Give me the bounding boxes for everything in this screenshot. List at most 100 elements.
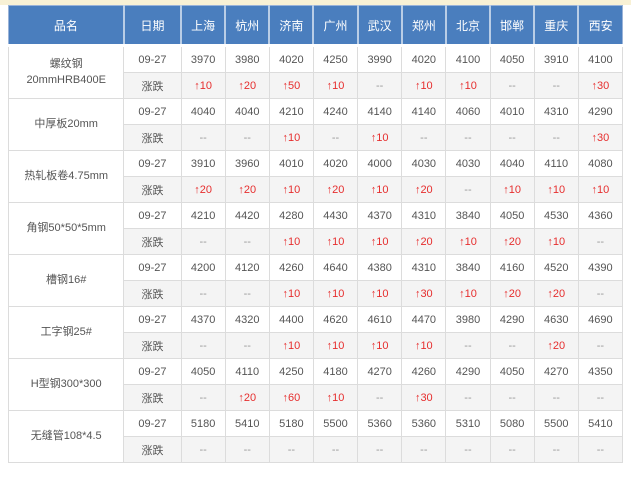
change-dash-value: --: [508, 391, 516, 404]
price-cell: 4030: [445, 150, 491, 177]
change-label-cell: 涨跌: [123, 228, 182, 255]
change-cell: --: [268, 436, 314, 463]
change-label-cell: 涨跌: [123, 72, 182, 99]
change-cell: --: [577, 384, 624, 411]
change-up-value: ↑10: [282, 287, 301, 300]
change-up-value: ↑20: [414, 183, 433, 196]
change-dash-value: --: [508, 339, 516, 352]
change-dash-value: --: [199, 287, 207, 300]
price-cell: 4040: [224, 98, 270, 125]
change-cell: --: [312, 436, 359, 463]
price-cell: 4040: [489, 150, 535, 177]
price-cell: 4310: [401, 254, 447, 281]
change-dash-value: --: [243, 235, 251, 248]
change-cell: --: [401, 436, 447, 463]
change-cell: ↑60: [268, 384, 314, 411]
price-cell: 4310: [533, 98, 579, 125]
change-dash-value: --: [508, 79, 516, 92]
change-up-value: ↑20: [547, 339, 566, 352]
price-cell: 4020: [268, 45, 314, 73]
change-cell: --: [445, 436, 491, 463]
change-cell: ↑10: [268, 176, 314, 203]
change-cell: --: [445, 176, 491, 203]
change-cell: ↑10: [445, 280, 491, 307]
price-cell: 4260: [401, 358, 447, 385]
price-cell: 4140: [401, 98, 447, 125]
change-cell: ↑20: [312, 176, 359, 203]
change-cell: --: [401, 124, 447, 151]
price-row: 无缝管108*4.5 09-27 5180 5410 5180 5500 5360 5360 5…: [7, 410, 624, 463]
price-cell: 4310: [401, 202, 447, 229]
change-up-value: ↑10: [370, 287, 389, 300]
change-cell: ↑10: [401, 72, 447, 99]
change-cell: --: [357, 72, 403, 99]
price-cell: 4420: [224, 202, 270, 229]
change-dash-value: --: [199, 443, 207, 456]
price-cell: 4520: [533, 254, 579, 281]
price-cell: 4320: [224, 306, 270, 333]
change-up-value: ↑10: [282, 183, 301, 196]
change-cell: ↑10: [312, 228, 359, 255]
price-cell: 4470: [401, 306, 447, 333]
change-cell: ↑10: [357, 280, 403, 307]
change-cell: --: [577, 228, 624, 255]
price-cell: 4050: [180, 358, 226, 385]
change-cell: ↑10: [180, 72, 226, 99]
change-up-value: ↑30: [414, 391, 433, 404]
price-cell: 4050: [489, 358, 535, 385]
change-cell: --: [489, 384, 535, 411]
price-cell: 4240: [312, 98, 359, 125]
price-cell: 4020: [401, 45, 447, 73]
product-name-cell: 无缝管108*4.5: [7, 410, 125, 463]
price-row: 中厚板20mm 09-27 4040 4040 4210 4240 4140 4140 4060…: [7, 98, 624, 151]
column-header-11: 西安: [577, 5, 624, 47]
column-header-9: 邯郸: [489, 5, 536, 47]
change-cell: --: [489, 72, 535, 99]
price-cell: 4360: [577, 202, 624, 229]
steel-price-table: 品名 日期 上海 杭州 济南 广州 武汉 郑州 北京 邯郸 重庆 西安 螺纹钢 20mmHRB400E 0…: [7, 5, 624, 463]
change-up-value: ↑10: [326, 339, 345, 352]
price-cell: 4040: [180, 98, 226, 125]
change-up-value: ↑10: [282, 339, 301, 352]
price-cell: 5360: [357, 410, 403, 437]
column-header-10: 重庆: [533, 5, 580, 47]
change-up-value: ↑10: [370, 339, 389, 352]
price-cell: 5180: [268, 410, 314, 437]
change-cell: --: [577, 436, 624, 463]
change-label-cell: 涨跌: [123, 332, 182, 359]
change-cell: ↑10: [489, 176, 535, 203]
date-cell: 09-27: [123, 254, 182, 281]
change-cell: ↑20: [224, 72, 270, 99]
product-name-line: 工字钢25#: [40, 325, 92, 338]
column-header-4: 济南: [268, 5, 315, 47]
change-cell: --: [489, 332, 535, 359]
change-up-value: ↑10: [370, 235, 389, 248]
price-cell: 4210: [180, 202, 226, 229]
change-cell: --: [180, 124, 226, 151]
price-cell: 5080: [489, 410, 535, 437]
change-up-value: ↑20: [238, 183, 257, 196]
price-cell: 4080: [577, 150, 624, 177]
change-dash-value: --: [508, 443, 516, 456]
change-dash-value: --: [552, 443, 560, 456]
change-cell: --: [533, 72, 579, 99]
price-cell: 4010: [489, 98, 535, 125]
change-label-cell: 涨跌: [123, 384, 182, 411]
price-row: 热轧板卷4.75mm 09-27 3910 3960 4010 4020 4000 4030 4…: [7, 150, 624, 203]
price-cell: 4110: [533, 150, 579, 177]
change-up-value: ↑10: [370, 183, 389, 196]
price-cell: 4370: [180, 306, 226, 333]
price-cell: 4140: [357, 98, 403, 125]
change-cell: --: [224, 228, 270, 255]
change-dash-value: --: [287, 443, 296, 456]
change-up-value: ↑10: [326, 287, 345, 300]
column-header-0: 品名: [7, 5, 125, 47]
price-cell: 3960: [224, 150, 270, 177]
change-cell: ↑10: [312, 72, 359, 99]
price-cell: 4100: [577, 45, 624, 73]
change-dash-value: --: [420, 131, 428, 144]
change-dash-value: --: [552, 131, 560, 144]
price-cell: 5500: [533, 410, 579, 437]
change-cell: ↑30: [401, 280, 447, 307]
change-cell: --: [180, 228, 226, 255]
